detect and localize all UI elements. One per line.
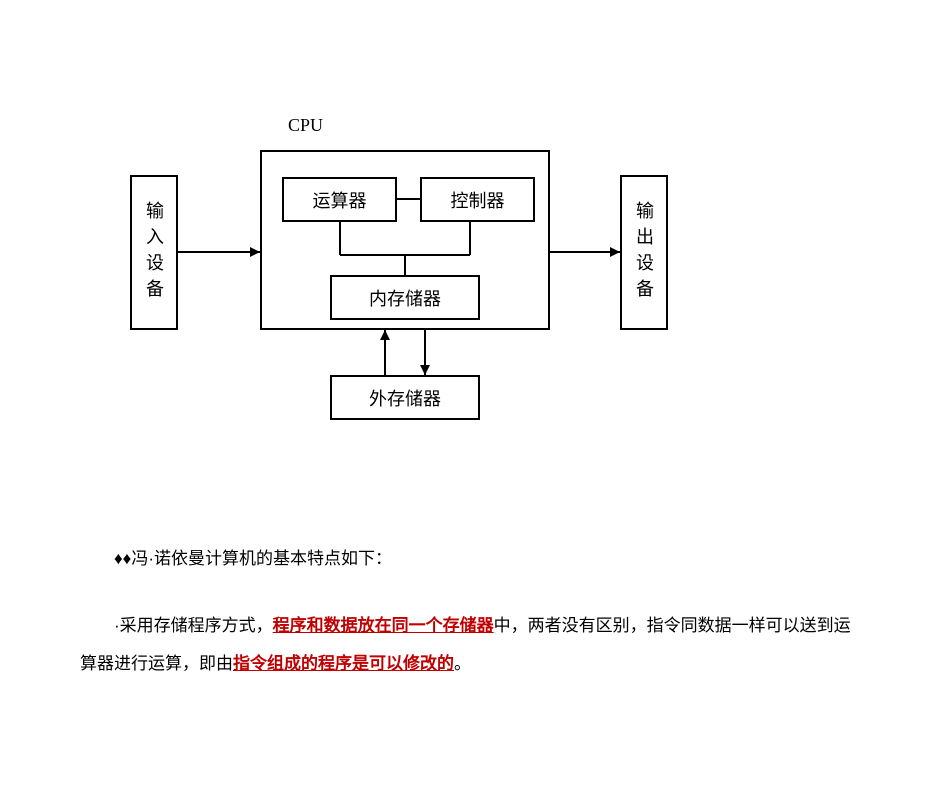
node-output-label: 输出设备 xyxy=(631,201,657,305)
node-input: 输入设备 xyxy=(130,175,178,330)
node-memory: 内存储器 xyxy=(330,275,480,320)
node-output: 输出设备 xyxy=(620,175,668,330)
cpu-label-text: CPU xyxy=(288,115,323,135)
node-input-label: 输入设备 xyxy=(141,201,167,305)
node-alu-label: 运算器 xyxy=(313,187,367,213)
node-controller: 控制器 xyxy=(420,177,535,222)
cpu-label: CPU xyxy=(288,115,323,136)
highlight-1: 程序和数据放在同一个存储器 xyxy=(273,616,494,635)
body-text: ♦♦冯·诺依曼计算机的基本特点如下： ·采用存储程序方式，程序和数据放在同一个存… xyxy=(80,540,865,712)
para-suffix: 。 xyxy=(454,654,471,673)
architecture-diagram: CPU 输入设备 运算器 控制器 内存储器 外存储器 输出设备 xyxy=(130,115,690,445)
heading-text: ♦♦冯·诺依曼计算机的基本特点如下： xyxy=(114,549,392,568)
highlight-2: 指令组成的程序是可以修改的 xyxy=(233,654,454,673)
paragraph-1: ·采用存储程序方式，程序和数据放在同一个存储器中，两者没有区别，指令同数据一样可… xyxy=(80,607,865,682)
heading-line: ♦♦冯·诺依曼计算机的基本特点如下： xyxy=(80,540,865,577)
node-memory-label: 内存储器 xyxy=(369,285,441,311)
node-controller-label: 控制器 xyxy=(451,187,505,213)
node-alu: 运算器 xyxy=(282,177,397,222)
para-prefix: ·采用存储程序方式， xyxy=(114,616,273,635)
node-external-storage-label: 外存储器 xyxy=(369,385,441,411)
node-external-storage: 外存储器 xyxy=(330,375,480,420)
